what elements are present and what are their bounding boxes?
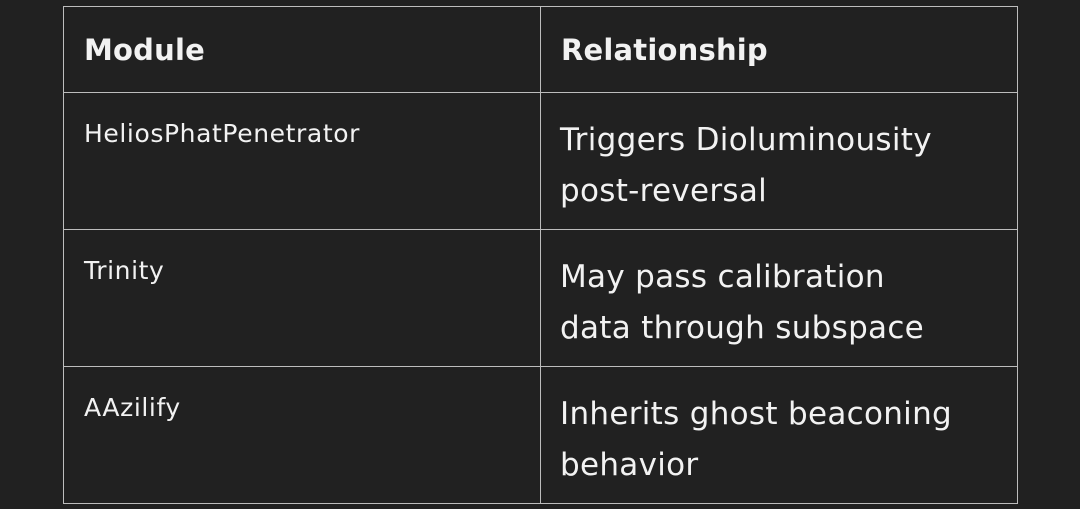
table-row: AAzilify Inherits ghost beaconing behavi… [63,366,1018,504]
header-row: Module Relationship [63,6,1018,93]
module-cell: Trinity [63,229,541,367]
table-row: Trinity May pass calibration data throug… [63,229,1018,367]
relationship-cell: May pass calibration data through subspa… [540,229,1018,367]
table-row: HeliosPhatPenetrator Triggers Dioluminou… [63,92,1018,230]
table-header: Module Relationship [63,6,1018,93]
module-relationship-table: Module Relationship HeliosPhatPenetrator… [63,6,1018,504]
table-body: HeliosPhatPenetrator Triggers Dioluminou… [63,92,1018,504]
module-cell: AAzilify [63,366,541,504]
relationship-cell: Triggers Dioluminousity post-reversal [540,92,1018,230]
relationship-cell: Inherits ghost beaconing behavior [540,366,1018,504]
module-cell: HeliosPhatPenetrator [63,92,541,230]
column-header-module: Module [63,6,541,93]
column-header-relationship: Relationship [540,6,1018,93]
